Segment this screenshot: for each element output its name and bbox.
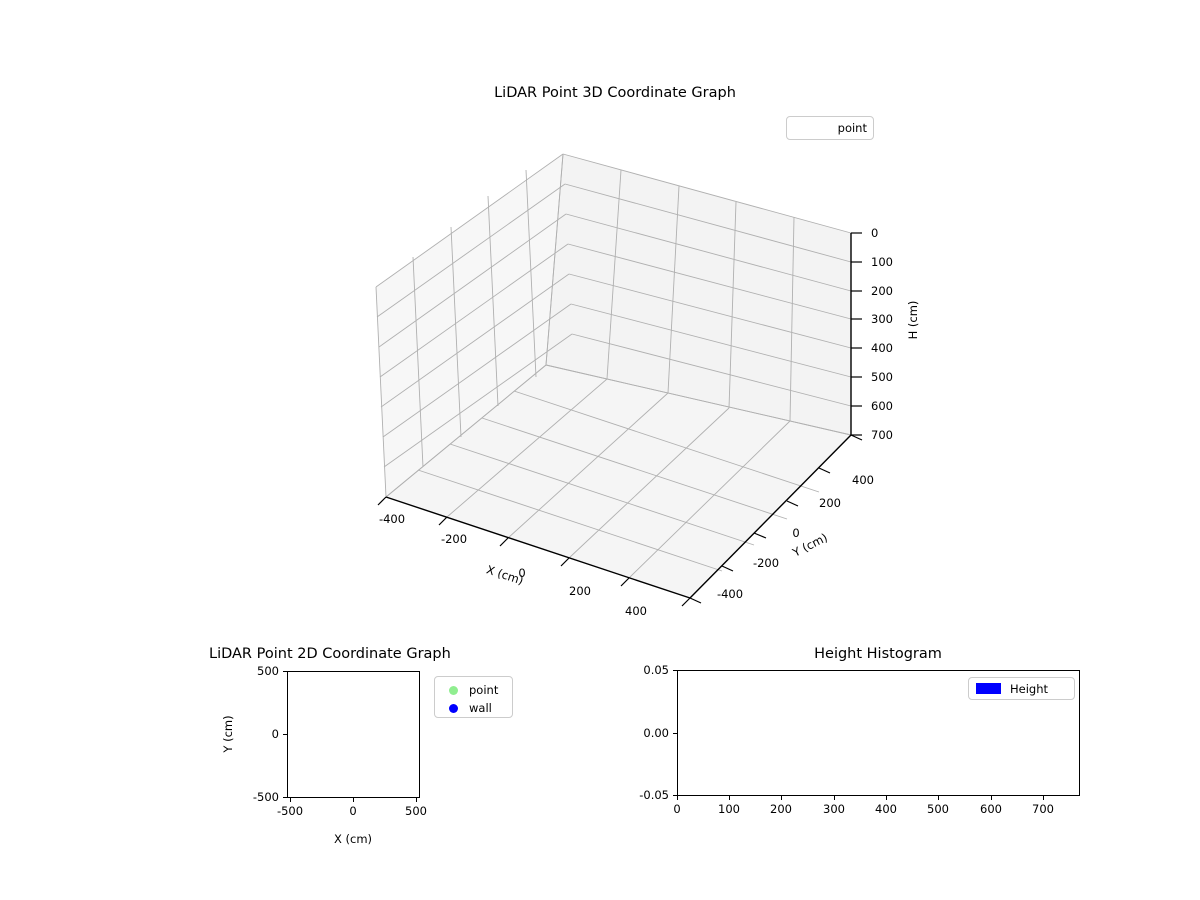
y-tick-mark-2d-1: [283, 734, 287, 735]
x-tick-mark-hist-4: [886, 796, 887, 800]
axes-3d-canvas: [375, 153, 863, 607]
page-title-2d-plot: LiDAR Point 2D Coordinate Graph: [209, 646, 451, 662]
pane-floor: [386, 365, 851, 598]
legend-3d-label: point: [837, 121, 867, 135]
legend-marker-wall-icon: [449, 703, 458, 713]
legend-histogram-label: Height: [1010, 681, 1049, 696]
x-tick-label-1: -200: [440, 532, 468, 546]
y-tick-label-hist-0: 0.05: [643, 663, 669, 677]
y-tick-label-2d-0: 500: [257, 664, 279, 678]
x-tick-label-hist-0: 0: [673, 802, 681, 816]
pane-right-wall: [546, 154, 851, 435]
page-title-histogram: Height Histogram: [814, 646, 942, 662]
y-tick-label-0: -400: [716, 587, 744, 601]
x-tick-label-2d-0: -500: [276, 804, 304, 818]
z-tick-label-7: 700: [871, 428, 893, 442]
x-tick-label-3: 200: [569, 584, 591, 598]
y-tick-label-2: 0: [792, 526, 800, 540]
z-tick-label-4: 400: [871, 341, 893, 355]
x-tick-label-2d-1: 0: [349, 804, 357, 818]
y-tick-mark-hist-0: [673, 670, 677, 671]
legend-2d-plot[interactable]: point wall: [434, 676, 513, 718]
x-tick-label-2: 0: [518, 566, 526, 580]
x-tick-mark-hist-1: [729, 796, 730, 800]
x-tick-label-hist-2: 200: [770, 802, 792, 816]
y-tick-label-hist-1: 0.00: [643, 726, 669, 740]
legend-2d-entry-wall[interactable]: wall: [435, 699, 512, 717]
x-tick-mark-hist-5: [938, 796, 939, 800]
z-tick-label-6: 600: [871, 399, 893, 413]
pane-left-wall: [376, 154, 563, 497]
x-tick-label-hist-6: 600: [980, 802, 1002, 816]
x-tick-label-hist-4: 400: [875, 802, 897, 816]
x-tick-label-hist-1: 100: [718, 802, 740, 816]
y-tick-mark-hist-1: [673, 733, 677, 734]
x-tick-label-4: 400: [625, 604, 647, 618]
y-tick-label-2d-2: -500: [252, 790, 279, 804]
y-ticks-3d: [689, 434, 863, 604]
z-tick-label-3: 300: [871, 312, 893, 326]
axes-3d-scatter[interactable]: -400 -200 0 200 400 -400 -200 0 200 400 …: [330, 120, 930, 620]
legend-2d-entry-point[interactable]: point: [435, 681, 512, 699]
legend-2d-label-wall: wall: [469, 701, 492, 715]
x-tick-mark-2d-0: [290, 798, 291, 802]
legend-histogram[interactable]: Height: [968, 677, 1075, 700]
x-axis-label-2d: X (cm): [333, 832, 373, 846]
legend-marker-point-icon: [449, 685, 458, 695]
x-tick-label-hist-7: 700: [1032, 802, 1054, 816]
y-tick-label-hist-2: -0.05: [639, 788, 669, 802]
y-tick-label-2d-1: 0: [271, 727, 279, 741]
x-tick-label-0: -400: [378, 512, 406, 526]
x-tick-mark-2d-2: [416, 798, 417, 802]
y-axis-spine: [689, 434, 852, 599]
z-tick-label-0: 0: [871, 226, 879, 240]
z-tick-label-1: 100: [871, 255, 893, 269]
y-tick-mark-hist-2: [673, 795, 677, 796]
y-tick-label-3: 200: [819, 496, 841, 510]
z-ticks-3d: [851, 232, 862, 436]
legend-2d-label-point: point: [469, 683, 499, 697]
x-tick-label-2d-2: 500: [405, 804, 427, 818]
legend-3d-plot[interactable]: point: [786, 116, 874, 140]
x-tick-mark-hist-3: [834, 796, 835, 800]
y-tick-label-4: 400: [852, 473, 874, 487]
z-tick-label-5: 500: [871, 370, 893, 384]
page-title-3d-plot: LiDAR Point 3D Coordinate Graph: [494, 85, 736, 101]
x-axis-spine: [385, 496, 691, 599]
legend-patch-height-icon: [976, 683, 1001, 694]
x-ticks-3d: [377, 496, 691, 607]
axes-2d-scatter[interactable]: [287, 671, 420, 798]
x-tick-label-hist-3: 300: [823, 802, 845, 816]
z-tick-label-2: 200: [871, 284, 893, 298]
x-tick-mark-hist-7: [1043, 796, 1044, 800]
y-tick-label-1: -200: [752, 556, 780, 570]
y-tick-mark-2d-2: [283, 797, 287, 798]
grid-3d: [375, 153, 852, 599]
axis-spines-3d: [385, 233, 852, 599]
x-tick-mark-2d-1: [353, 798, 354, 802]
y-tick-mark-2d-0: [283, 671, 287, 672]
y-axis-label-2d: Y (cm): [221, 715, 235, 753]
x-tick-mark-hist-6: [991, 796, 992, 800]
x-tick-mark-hist-2: [781, 796, 782, 800]
x-tick-label-hist-5: 500: [927, 802, 949, 816]
z-axis-label-3d: H (cm): [906, 300, 920, 340]
x-tick-mark-hist-0: [677, 796, 678, 800]
